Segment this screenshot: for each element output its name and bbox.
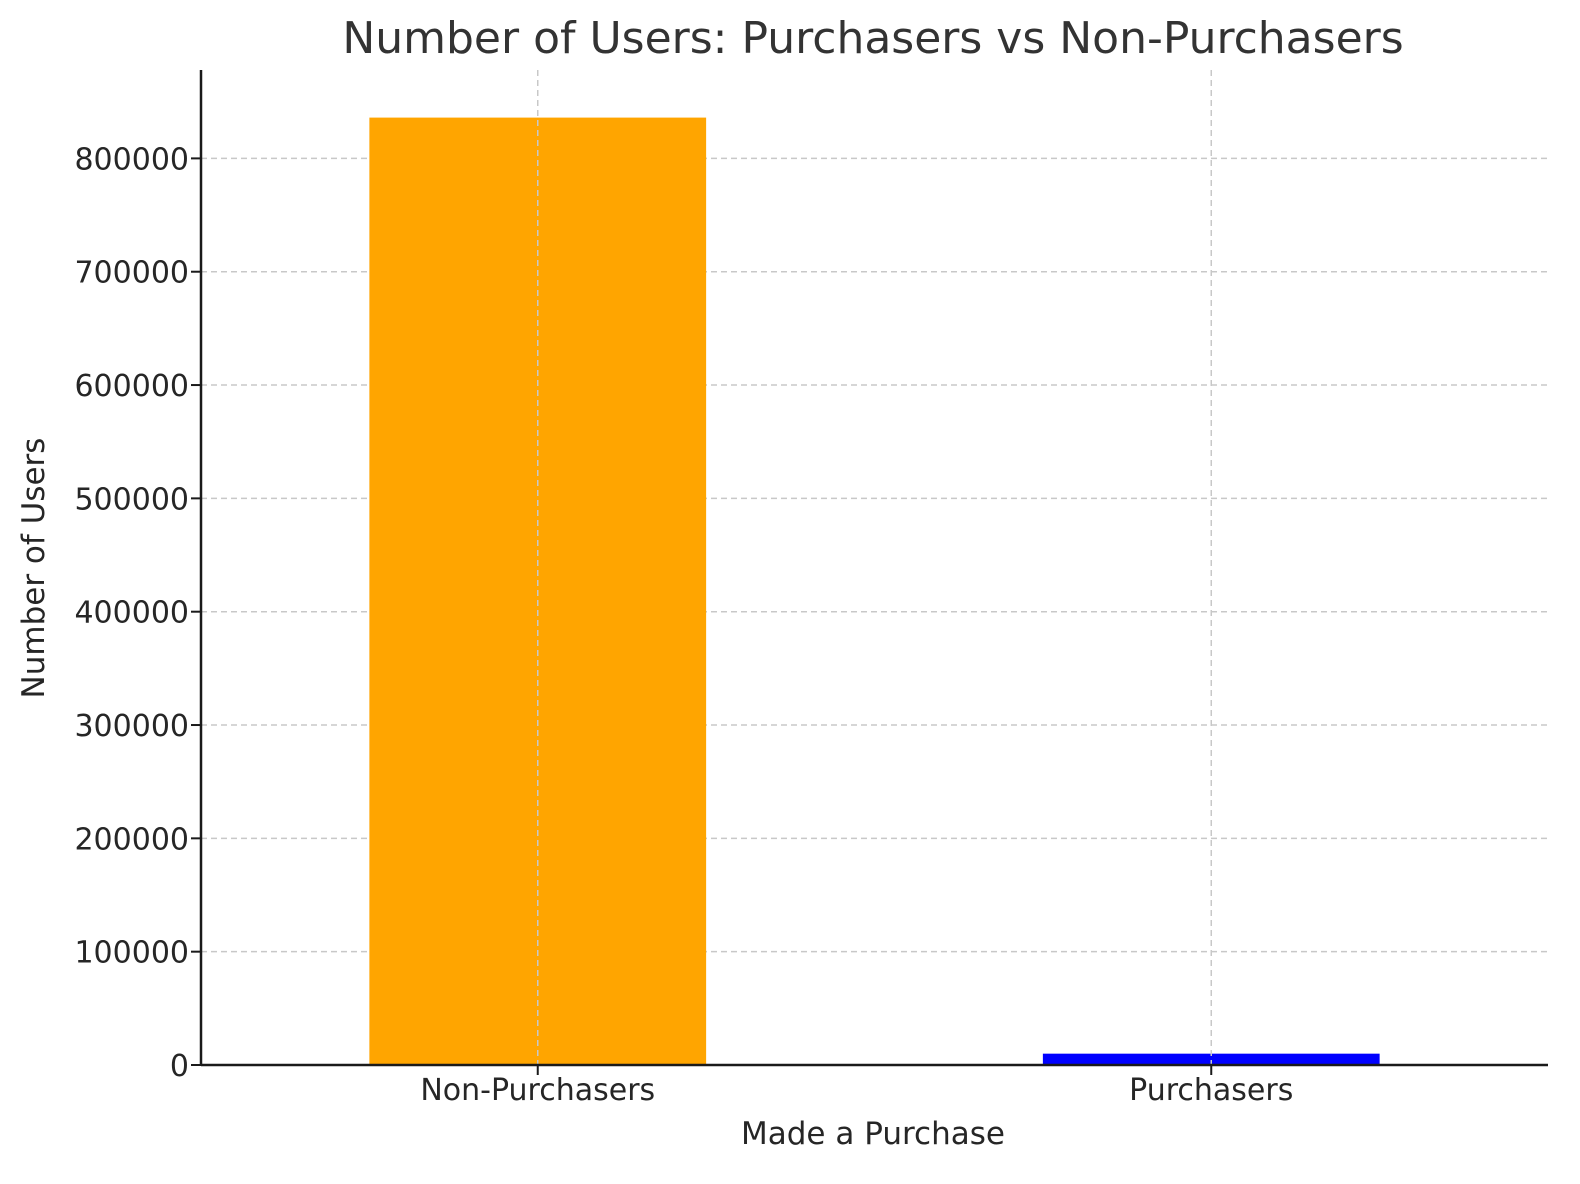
y-tick-label: 600000 (74, 369, 189, 404)
y-tick-label: 200000 (74, 822, 189, 857)
axis-layer (199, 70, 1548, 1067)
y-tick-label: 800000 (74, 142, 189, 177)
x-tick-label: Non-Purchasers (420, 1073, 655, 1108)
bar-purchasers (1042, 1053, 1380, 1065)
y-tick-label: 400000 (74, 596, 189, 631)
x-axis-label: Made a Purchase (741, 1116, 1005, 1152)
y-tick-label: 300000 (74, 709, 189, 744)
bar-layer (369, 70, 1380, 1066)
tick-layer: 0 100000 200000 300000 400000 500000 600000 700… (74, 142, 1293, 1108)
y-axis-label: Number of Users (16, 438, 52, 699)
y-tick-label: 100000 (74, 936, 189, 971)
x-tick-label: Purchasers (1129, 1073, 1293, 1108)
y-tick-label: 500000 (74, 482, 189, 517)
y-tick-label: 0 (170, 1049, 189, 1084)
y-tick-label: 700000 (74, 256, 189, 291)
chart-title: Number of Users: Purchasers vs Non-Purch… (342, 13, 1403, 64)
